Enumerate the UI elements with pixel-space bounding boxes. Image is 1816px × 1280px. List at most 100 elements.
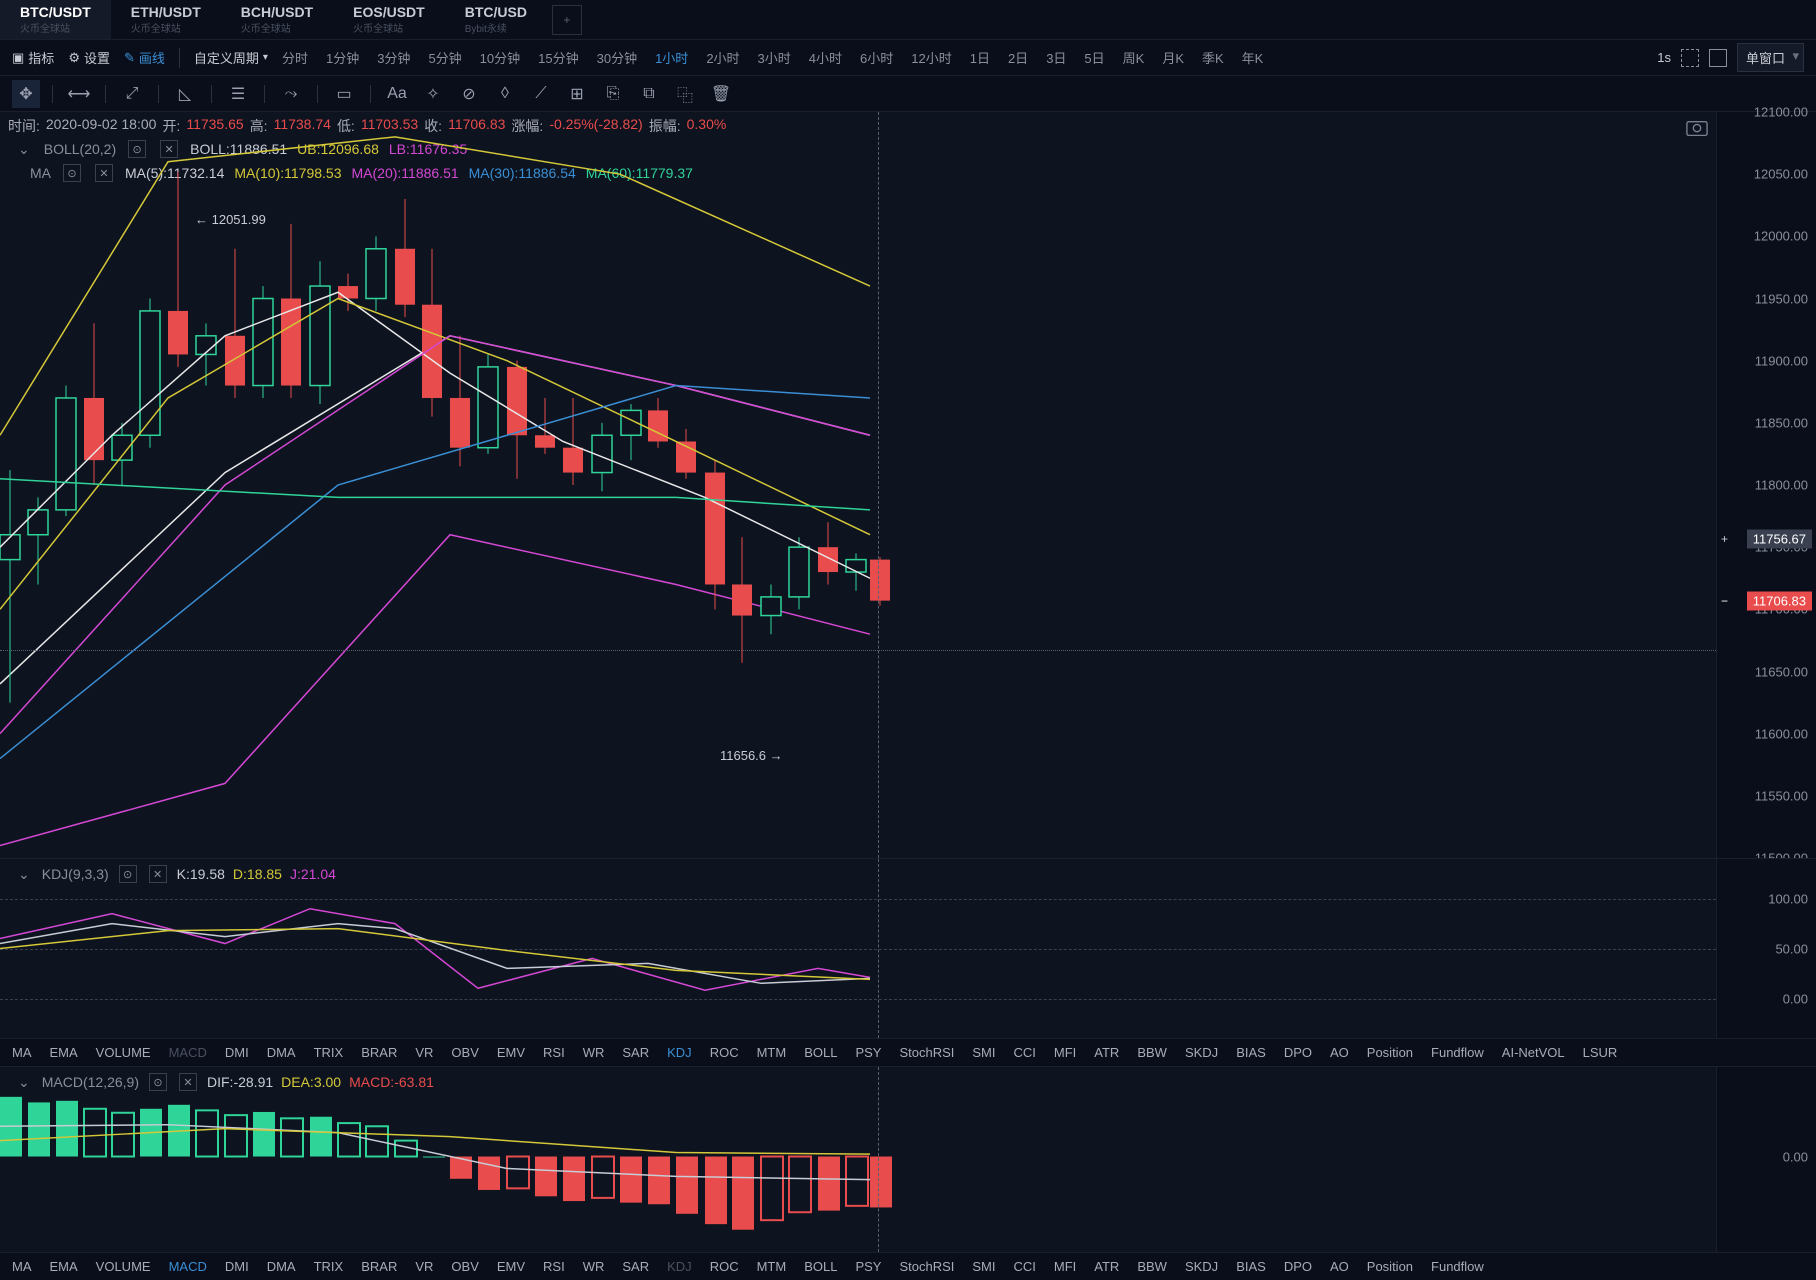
ruler-tool-icon[interactable]: ⟋	[527, 80, 555, 108]
indicator-bbw[interactable]: BBW	[1137, 1045, 1167, 1060]
indicator-volume[interactable]: VOLUME	[96, 1259, 151, 1274]
indicator-brar[interactable]: BRAR	[361, 1259, 397, 1274]
indicator-psy[interactable]: PSY	[855, 1045, 881, 1060]
indicator-skdj[interactable]: SKDJ	[1185, 1045, 1218, 1060]
trend-tool-icon[interactable]: ⤢	[118, 80, 146, 108]
indicator-cci[interactable]: CCI	[1014, 1045, 1036, 1060]
indicator-rsi[interactable]: RSI	[543, 1045, 565, 1060]
text-tool-icon[interactable]: Aa	[383, 80, 411, 108]
indicator-obv[interactable]: OBV	[451, 1259, 478, 1274]
timeframe-5分钟[interactable]: 5分钟	[428, 48, 461, 67]
timeframe-6小时[interactable]: 6小时	[860, 48, 893, 67]
tab-bch-usdt[interactable]: BCH/USDT 火币全球站	[221, 0, 333, 39]
indicator-atr[interactable]: ATR	[1094, 1045, 1119, 1060]
indicator-dma[interactable]: DMA	[267, 1259, 296, 1274]
indicator-vr[interactable]: VR	[415, 1259, 433, 1274]
tab-eth-usdt[interactable]: ETH/USDT 火币全球站	[111, 0, 221, 39]
custom-period-button[interactable]: 自定义周期▾	[194, 48, 268, 67]
indicator-smi[interactable]: SMI	[972, 1045, 995, 1060]
macd-canvas[interactable]: ⌄ MACD(12,26,9) ⊙ ✕ DIF:-28.91 DEA:3.00 …	[0, 1067, 1716, 1252]
indicator-mfi[interactable]: MFI	[1054, 1259, 1076, 1274]
timeframe-2日[interactable]: 2日	[1008, 48, 1028, 67]
indicator-trix[interactable]: TRIX	[314, 1045, 344, 1060]
indicator-position[interactable]: Position	[1367, 1259, 1413, 1274]
indicator-stochrsi[interactable]: StochRSI	[899, 1259, 954, 1274]
timeframe-年K[interactable]: 年K	[1242, 48, 1264, 67]
timeframe-分时[interactable]: 分时	[282, 48, 308, 67]
indicator-dmi[interactable]: DMI	[225, 1045, 249, 1060]
indicator-ma[interactable]: MA	[12, 1045, 32, 1060]
indicator-rsi[interactable]: RSI	[543, 1259, 565, 1274]
indicator-mfi[interactable]: MFI	[1054, 1045, 1076, 1060]
fullscreen-icon[interactable]	[1681, 49, 1699, 67]
link-tool-icon[interactable]: ⊘	[455, 80, 483, 108]
fib-tool-icon[interactable]: ⤳	[277, 80, 305, 108]
indicator-boll[interactable]: BOLL	[804, 1045, 837, 1060]
indicator-bias[interactable]: BIAS	[1236, 1045, 1266, 1060]
settings-button[interactable]: ⚙设置	[68, 48, 110, 67]
clipboard-tool-icon[interactable]: ⎘	[599, 80, 627, 108]
indicator-kdj[interactable]: KDJ	[667, 1045, 692, 1060]
window-mode-select[interactable]: 单窗口	[1737, 43, 1804, 72]
eraser-tool-icon[interactable]: ◊	[491, 80, 519, 108]
duplicate-tool-icon[interactable]: ⿻	[671, 80, 699, 108]
indicator-macd[interactable]: MACD	[169, 1045, 207, 1060]
copy-tool-icon[interactable]: ⧉	[635, 80, 663, 108]
indicator-obv[interactable]: OBV	[451, 1045, 478, 1060]
indicator-ao[interactable]: AO	[1330, 1259, 1349, 1274]
indicator-sar[interactable]: SAR	[622, 1259, 649, 1274]
indicator-bbw[interactable]: BBW	[1137, 1259, 1167, 1274]
drawline-button[interactable]: ✎画线	[124, 48, 165, 67]
indicator-atr[interactable]: ATR	[1094, 1259, 1119, 1274]
indicator-dma[interactable]: DMA	[267, 1045, 296, 1060]
indicator-boll[interactable]: BOLL	[804, 1259, 837, 1274]
timeframe-5日[interactable]: 5日	[1084, 48, 1104, 67]
indicator-emv[interactable]: EMV	[497, 1259, 525, 1274]
tab-eos-usdt[interactable]: EOS/USDT 火币全球站	[333, 0, 445, 39]
indicator-skdj[interactable]: SKDJ	[1185, 1259, 1218, 1274]
indicator-bias[interactable]: BIAS	[1236, 1259, 1266, 1274]
timeframe-3分钟[interactable]: 3分钟	[377, 48, 410, 67]
timeframe-1日[interactable]: 1日	[970, 48, 990, 67]
indicator-lsur[interactable]: LSUR	[1583, 1045, 1618, 1060]
list-tool-icon[interactable]: ☰	[224, 80, 252, 108]
timeframe-3日[interactable]: 3日	[1046, 48, 1066, 67]
indicator-sar[interactable]: SAR	[622, 1045, 649, 1060]
kdj-canvas[interactable]: ⌄ KDJ(9,3,3) ⊙ ✕ K:19.58 D:18.85 J:21.04	[0, 859, 1716, 1038]
timeframe-1小时[interactable]: 1小时	[655, 48, 688, 67]
timeframe-12小时[interactable]: 12小时	[911, 48, 951, 67]
tab-btc-usd[interactable]: BTC/USD Bybit永续	[445, 0, 547, 39]
indicator-roc[interactable]: ROC	[710, 1259, 739, 1274]
indicator-wr[interactable]: WR	[583, 1045, 605, 1060]
cursor-tool-icon[interactable]: ✥	[12, 80, 40, 108]
indicator-brar[interactable]: BRAR	[361, 1045, 397, 1060]
timeframe-月K[interactable]: 月K	[1162, 48, 1184, 67]
line-tool-icon[interactable]: ⟷	[65, 80, 93, 108]
chart-canvas[interactable]: 时间:2020-09-02 18:00 开:11735.65 高:11738.7…	[0, 112, 1716, 858]
indicator-ma[interactable]: MA	[12, 1259, 32, 1274]
indicator-vr[interactable]: VR	[415, 1045, 433, 1060]
timeframe-3小时[interactable]: 3小时	[758, 48, 791, 67]
angle-tool-icon[interactable]: ◺	[171, 80, 199, 108]
indicator-smi[interactable]: SMI	[972, 1259, 995, 1274]
indicator-cci[interactable]: CCI	[1014, 1259, 1036, 1274]
indicator-trix[interactable]: TRIX	[314, 1259, 344, 1274]
timeframe-15分钟[interactable]: 15分钟	[538, 48, 578, 67]
rect-tool-icon[interactable]: ▭	[330, 80, 358, 108]
indicator-dmi[interactable]: DMI	[225, 1259, 249, 1274]
trash-tool-icon[interactable]: 🗑	[707, 80, 735, 108]
timeframe-30分钟[interactable]: 30分钟	[597, 48, 637, 67]
indicator-button[interactable]: ▣指标	[12, 48, 54, 67]
indicator-ai-netvol[interactable]: AI-NetVOL	[1502, 1045, 1565, 1060]
timeframe-10分钟[interactable]: 10分钟	[480, 48, 520, 67]
indicator-fundflow[interactable]: Fundflow	[1431, 1259, 1484, 1274]
indicator-stochrsi[interactable]: StochRSI	[899, 1045, 954, 1060]
add-tab-button[interactable]: +	[552, 5, 582, 35]
timeframe-季K[interactable]: 季K	[1202, 48, 1224, 67]
indicator-emv[interactable]: EMV	[497, 1045, 525, 1060]
measure-tool-icon[interactable]: ⊞	[563, 80, 591, 108]
indicator-ao[interactable]: AO	[1330, 1045, 1349, 1060]
timeframe-4小时[interactable]: 4小时	[809, 48, 842, 67]
indicator-ema[interactable]: EMA	[50, 1045, 78, 1060]
indicator-position[interactable]: Position	[1367, 1045, 1413, 1060]
